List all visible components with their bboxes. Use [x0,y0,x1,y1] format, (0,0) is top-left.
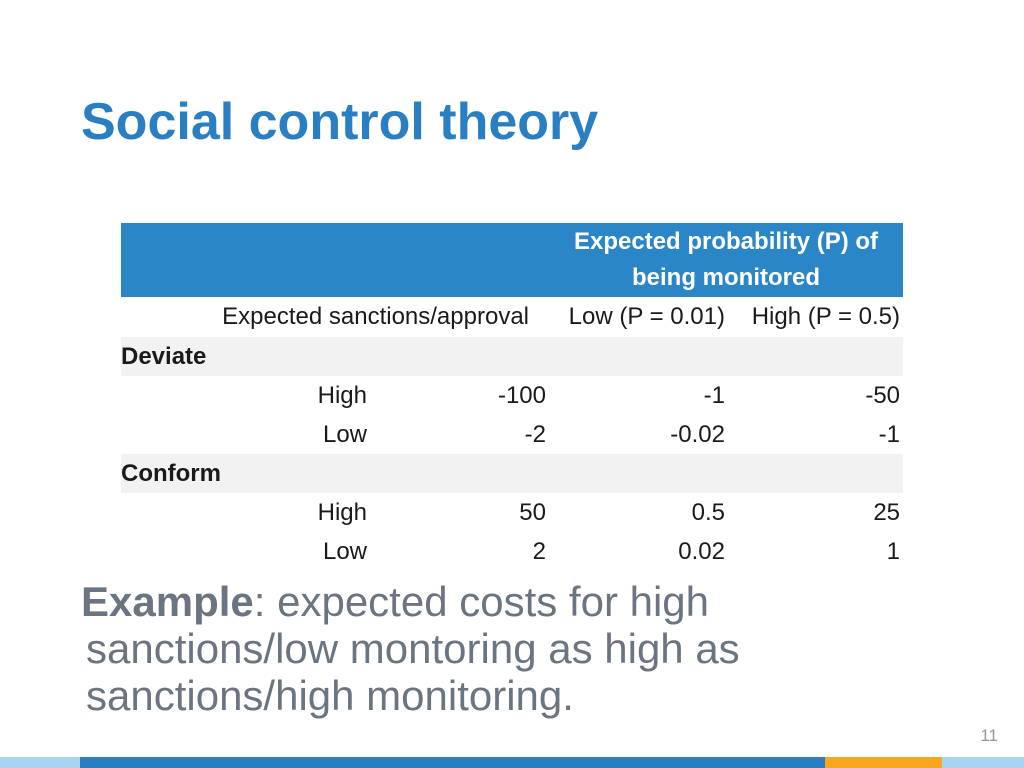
row-low-monitoring-value: -0.02 [670,420,725,448]
footer-bar-segment [825,757,942,768]
slide-title: Social control theory [81,93,599,151]
row-sanction-level: Low [322,420,367,448]
row-sanction-level: High [317,498,367,526]
example-text: Example: expected costs for high sanctio… [81,578,886,719]
page-number: 11 [980,726,998,745]
footer-bar [0,757,1024,768]
table-header-row: Expected probability (P) of being monito… [121,223,904,297]
row-value: 2 [532,537,546,565]
row-low-monitoring-value: 0.02 [678,537,725,565]
row-sanction-level: Low [322,537,367,565]
footer-bar-segment [0,757,80,768]
header-empty-cell [121,223,549,297]
table-row: High -100 -1 -50 [121,376,903,415]
row-low-monitoring-value: 0.5 [691,498,725,526]
table-subheader-row: Expected sanctions/approval Low (P = 0.0… [121,297,903,337]
row-high-monitoring-value: 25 [873,498,901,526]
subheader-sanctions-label: Expected sanctions/approval [222,303,529,330]
example-body: : expected costs for high sanctions/low … [86,578,740,719]
row-high-monitoring-value: -50 [865,381,901,409]
row-high-monitoring-value: 1 [886,537,901,565]
footer-bar-segment [942,757,1024,768]
table-row: High 50 0.5 25 [121,493,903,532]
table-row: Low 2 0.02 1 [121,532,903,571]
group-label: Deviate [121,337,904,376]
subheader-high-probability: High (P = 0.5) [751,303,901,330]
table-row: Low -2 -0.02 -1 [121,415,903,454]
subheader-low-probability: Low (P = 0.01) [568,303,725,330]
group-header-deviate: Deviate [121,337,904,376]
row-sanction-level: High [317,381,367,409]
example-label: Example [81,578,254,625]
row-value: -2 [524,420,546,448]
data-table: Expected probability (P) of being monito… [121,223,904,571]
row-high-monitoring-value: -1 [878,420,901,448]
footer-bar-segment [80,757,825,768]
row-value: 50 [519,498,546,526]
group-label: Conform [121,454,904,493]
row-low-monitoring-value: -1 [703,381,725,409]
header-probability-cell: Expected probability (P) of being monito… [549,223,904,297]
group-header-conform: Conform [121,454,904,493]
row-value: -100 [497,381,546,409]
